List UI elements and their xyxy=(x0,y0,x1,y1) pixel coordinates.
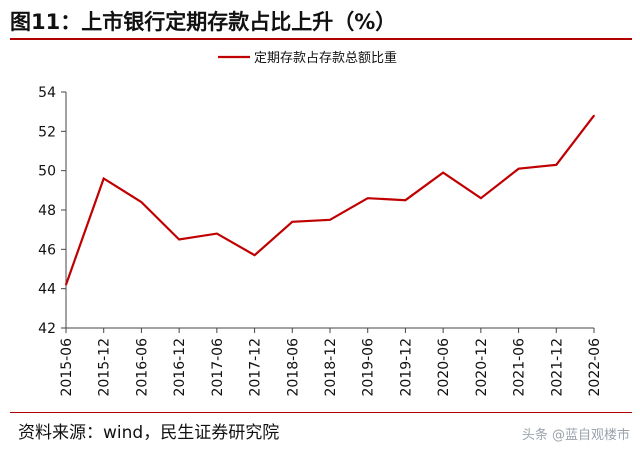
data-point xyxy=(65,283,67,286)
x-tick-label: 2021-06 xyxy=(512,338,528,397)
data-point xyxy=(102,177,105,180)
x-tick-label: 2020-06 xyxy=(436,338,452,397)
data-point xyxy=(329,219,331,221)
data-point xyxy=(517,167,520,170)
data-point xyxy=(291,221,294,223)
y-tick-label: 46 xyxy=(38,242,56,258)
footer-divider xyxy=(10,412,632,413)
watermark: 头条 @蓝自观楼市 xyxy=(521,428,630,443)
y-tick-label: 44 xyxy=(38,282,56,298)
x-tick-label: 2022-06 xyxy=(587,338,603,397)
data-point xyxy=(178,238,180,241)
data-point xyxy=(555,163,558,166)
data-point xyxy=(216,232,218,235)
x-tick-label: 2015-12 xyxy=(97,338,113,397)
source-note: 资料来源：wind，民生证券研究院 xyxy=(18,423,280,443)
figure-title: 图11：上市银行定期存款占比上升（%） xyxy=(10,10,397,34)
y-tick-label: 54 xyxy=(38,85,56,101)
data-point xyxy=(480,197,482,199)
data-point xyxy=(253,254,256,257)
x-tick-label: 2019-06 xyxy=(361,338,377,397)
x-tick-label: 2017-12 xyxy=(248,338,264,397)
legend-label: 定期存款占存款总额比重 xyxy=(254,50,397,66)
series-line xyxy=(64,114,595,286)
data-point xyxy=(593,114,595,117)
y-tick-label: 52 xyxy=(38,124,56,140)
x-tick-label: 2020-12 xyxy=(474,338,490,397)
y-tick-label: 50 xyxy=(38,164,56,180)
x-tick-label: 2021-12 xyxy=(549,338,565,397)
x-tick-label: 2016-12 xyxy=(172,338,188,397)
title-divider xyxy=(10,38,632,40)
data-point xyxy=(366,197,369,199)
data-point xyxy=(140,201,143,203)
x-tick-label: 2017-06 xyxy=(210,338,226,397)
x-tick-label: 2015-06 xyxy=(59,338,75,397)
x-tick-label: 2016-06 xyxy=(134,338,150,397)
data-point xyxy=(404,199,407,201)
data-point xyxy=(442,171,444,174)
y-tick-label: 48 xyxy=(38,203,56,219)
x-tick-label: 2018-12 xyxy=(323,338,339,397)
y-tick-label: 42 xyxy=(38,321,56,337)
x-tick-label: 2019-12 xyxy=(398,338,414,397)
x-tick-label: 2018-06 xyxy=(285,338,301,397)
